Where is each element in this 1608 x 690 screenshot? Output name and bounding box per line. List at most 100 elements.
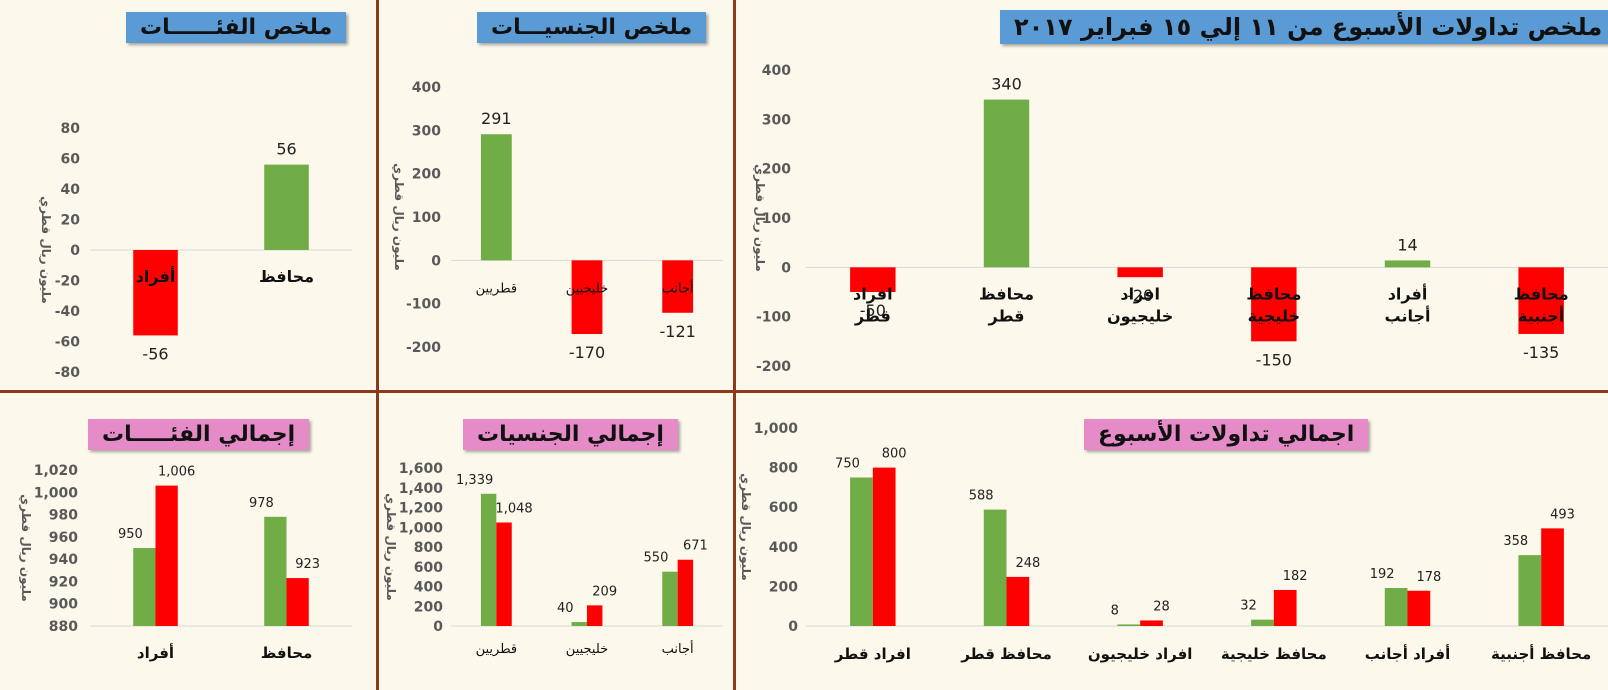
y-tick-label: -40 bbox=[55, 304, 81, 320]
y-tick-label: 200 bbox=[762, 162, 791, 178]
y-tick-label: -60 bbox=[55, 335, 81, 351]
panel-category-total: إجمالي الفئـــــات مليون ريال قطري 880 900… bbox=[0, 393, 376, 690]
y-tick-label: 800 bbox=[414, 540, 443, 556]
bar bbox=[1117, 267, 1163, 278]
x-tick-label: محافظ bbox=[979, 284, 1034, 303]
data-label: 14 bbox=[1397, 235, 1417, 254]
x-tick-label: أجنبية bbox=[1518, 305, 1564, 325]
bar bbox=[1140, 620, 1163, 626]
x-tick-label: افراد bbox=[853, 284, 893, 303]
y-tick-label: 200 bbox=[412, 167, 441, 183]
bar bbox=[1518, 267, 1564, 334]
bar bbox=[480, 493, 497, 626]
chart-nationality-net: مليون ريال قطري -200 -100 0 100 200 300 400 291 ق… bbox=[391, 80, 723, 362]
data-label: 40 bbox=[557, 601, 574, 616]
x-tick-label: أجانب bbox=[1385, 305, 1431, 325]
data-label: 1,048 bbox=[495, 502, 532, 517]
x-tick-label: أفراد bbox=[137, 643, 174, 662]
y-tick-label: -200 bbox=[406, 340, 441, 356]
data-label: -135 bbox=[1523, 343, 1559, 362]
data-label: -150 bbox=[1256, 350, 1292, 369]
x-tick-label: افراد bbox=[1120, 284, 1160, 303]
x-tick-label: محافظ bbox=[1514, 284, 1569, 303]
y-tick-label: 80 bbox=[61, 121, 81, 137]
y-tick-label: 600 bbox=[769, 500, 798, 516]
x-tick-label: قطر bbox=[854, 306, 891, 325]
x-tick-label: خليجيين bbox=[566, 642, 608, 657]
y-tick-label: 880 bbox=[49, 619, 78, 635]
chart-title: إجمالي الفئـــــات bbox=[88, 419, 310, 450]
data-label: 209 bbox=[592, 584, 617, 599]
data-label: 950 bbox=[118, 527, 143, 542]
x-tick-label: محافظ قطر bbox=[960, 645, 1052, 663]
data-label: 1,006 bbox=[158, 465, 195, 480]
y-tick-label: 0 bbox=[70, 243, 80, 259]
data-label: 340 bbox=[991, 75, 1022, 94]
x-tick-label: خليجيون bbox=[1107, 306, 1173, 325]
y-axis-label: مليون ريال قطري bbox=[738, 473, 753, 581]
y-tick-label: 300 bbox=[762, 112, 791, 128]
data-label: 182 bbox=[1283, 569, 1308, 584]
x-tick-label: محافظ خليجية bbox=[1221, 645, 1327, 663]
y-tick-label: 300 bbox=[412, 123, 441, 139]
data-label: 248 bbox=[1015, 556, 1040, 571]
data-label: 671 bbox=[683, 539, 708, 554]
y-axis-label: مليون ريال قطري bbox=[383, 493, 398, 601]
y-tick-label: 600 bbox=[414, 560, 443, 576]
data-label: -20 bbox=[1127, 286, 1153, 305]
bar bbox=[496, 522, 512, 626]
y-axis-label: مليون ريال قطري bbox=[38, 196, 53, 304]
chart-title: ملخص تداولات الأسبوع من ١١ إلي ١٥ فبراير… bbox=[1000, 10, 1608, 44]
data-label: 588 bbox=[969, 489, 994, 504]
bar bbox=[1518, 555, 1542, 626]
panel-nationality-total: إجمالي الجنسيات مليون ريال قطري 0 200 400 60… bbox=[379, 393, 733, 690]
data-label: 923 bbox=[295, 557, 320, 572]
chart-title: اجمالي تداولات الأسبوع bbox=[1084, 419, 1369, 450]
y-tick-label: 400 bbox=[769, 540, 798, 556]
bar bbox=[983, 509, 1007, 626]
y-tick-label: 900 bbox=[49, 597, 78, 613]
y-tick-label: 60 bbox=[61, 152, 81, 168]
data-label: 800 bbox=[882, 447, 907, 462]
x-tick-label: محافظ bbox=[259, 267, 314, 286]
bar bbox=[155, 485, 178, 626]
y-tick-label: 940 bbox=[49, 552, 78, 568]
data-label: 291 bbox=[481, 109, 512, 128]
panel-weekly-total: اجمالي تداولات الأسبوع مليون ريال قطري 0 2… bbox=[736, 393, 1608, 690]
bar bbox=[133, 548, 156, 626]
y-tick-label: 400 bbox=[412, 80, 441, 96]
y-axis-label: مليون ريال قطري bbox=[18, 494, 33, 602]
bar bbox=[571, 260, 603, 334]
bar bbox=[1384, 260, 1431, 268]
bar bbox=[1273, 589, 1297, 626]
bar bbox=[133, 250, 178, 336]
bar bbox=[264, 164, 309, 250]
y-tick-label: 800 bbox=[769, 461, 798, 477]
y-tick-label: -100 bbox=[406, 297, 441, 313]
x-tick-label: أفراد bbox=[136, 266, 176, 286]
y-tick-label: 0 bbox=[433, 619, 443, 635]
data-label: 1,339 bbox=[456, 473, 493, 488]
y-tick-label: 1,200 bbox=[399, 501, 444, 517]
y-tick-label: 1,000 bbox=[34, 485, 79, 501]
x-tick-label: أجانب bbox=[662, 279, 694, 296]
bar bbox=[1117, 624, 1141, 626]
data-label: -121 bbox=[660, 322, 696, 341]
chart-category-total: مليون ريال قطري 880 900 920 940 960 980 1,000 1,… bbox=[18, 463, 352, 662]
x-tick-label: محافظ bbox=[261, 644, 313, 662]
data-label: -56 bbox=[142, 344, 168, 363]
bar bbox=[587, 605, 603, 626]
data-label: -170 bbox=[569, 343, 605, 362]
data-label: -50 bbox=[860, 301, 886, 320]
divider-vertical-right bbox=[733, 0, 736, 690]
y-tick-label: 0 bbox=[788, 619, 798, 635]
y-tick-label: 200 bbox=[769, 579, 798, 595]
y-tick-label: 0 bbox=[781, 260, 791, 276]
data-label: 978 bbox=[249, 496, 274, 511]
bar bbox=[571, 622, 587, 626]
chart-title: ملخص الفئــــــات bbox=[126, 12, 347, 43]
bar bbox=[480, 134, 512, 261]
bar bbox=[1006, 576, 1030, 626]
y-tick-label: -80 bbox=[55, 365, 81, 381]
chart-title: إجمالي الجنسيات bbox=[463, 419, 678, 450]
